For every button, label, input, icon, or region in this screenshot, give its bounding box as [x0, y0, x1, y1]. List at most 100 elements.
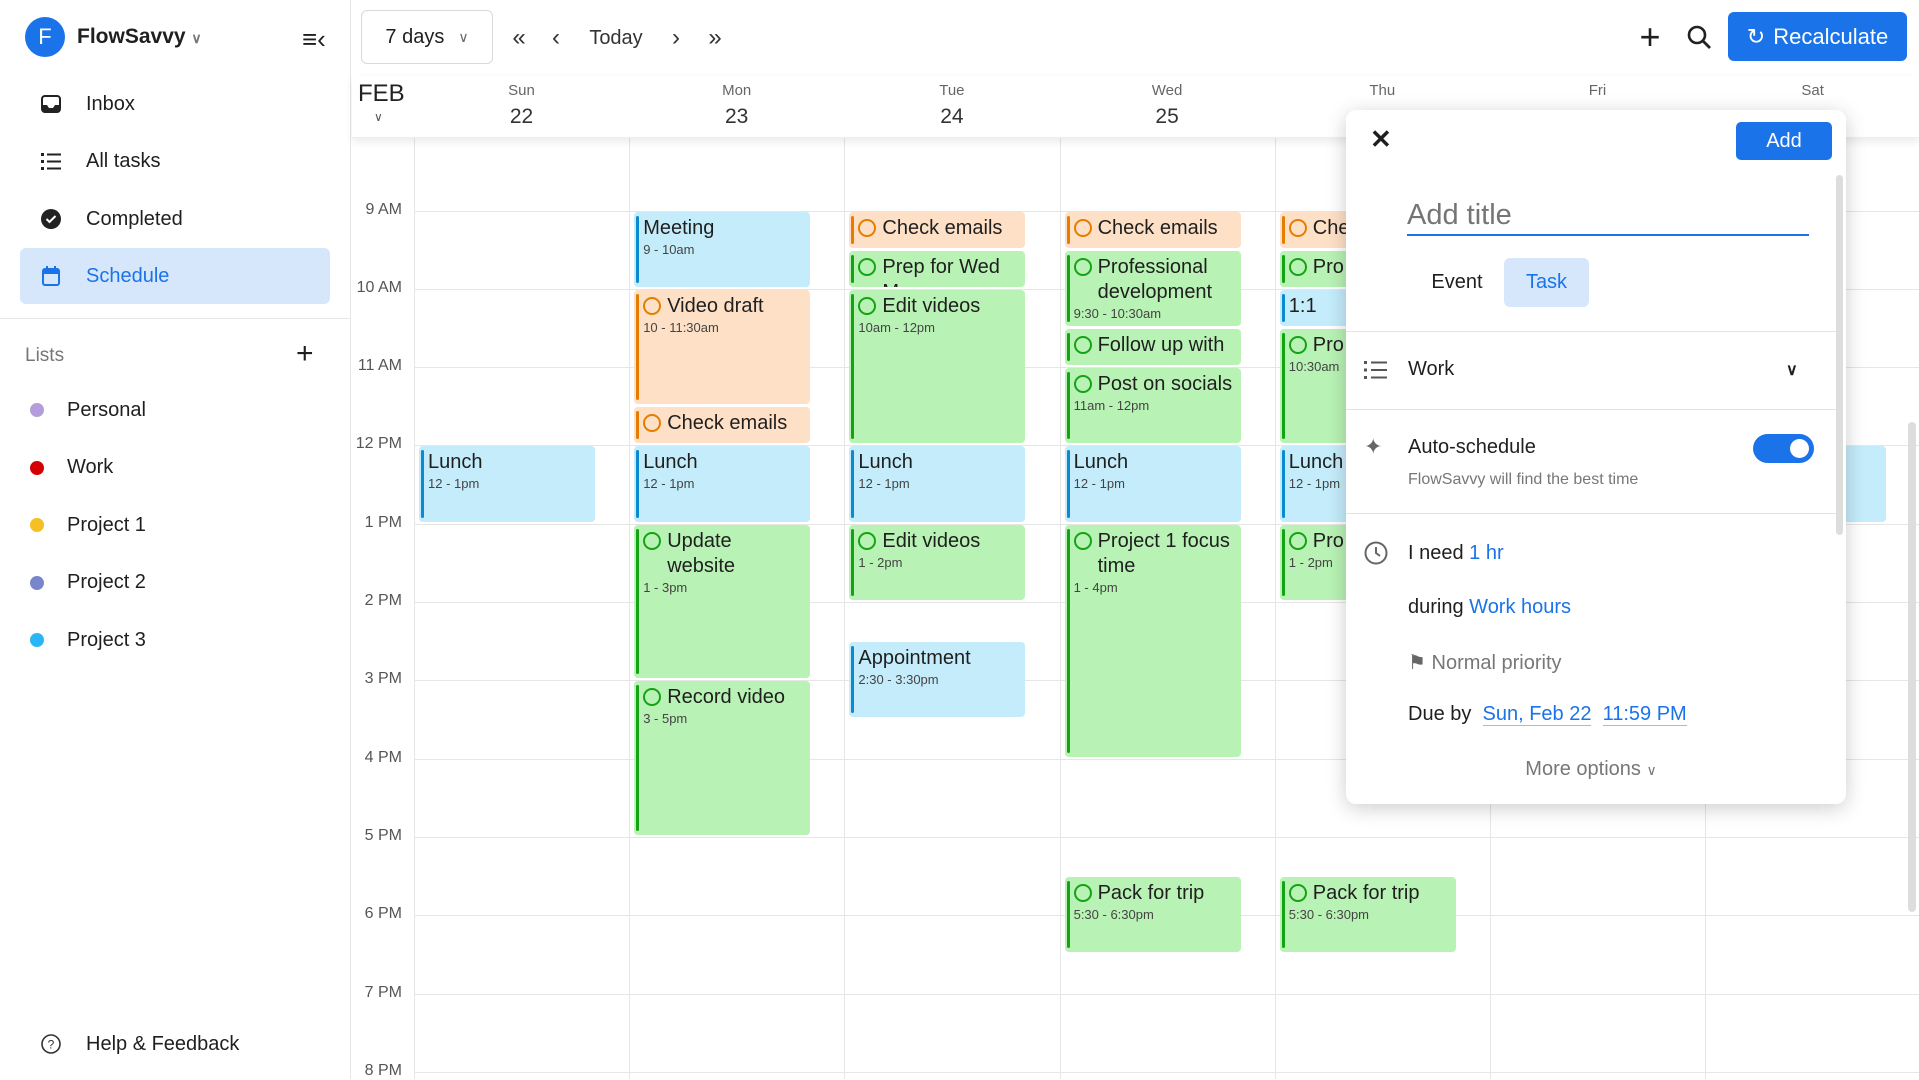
list-select[interactable]: Work ∨ — [1346, 332, 1836, 409]
event-block[interactable]: Lunch 12 - 1pm — [419, 446, 595, 522]
day-number[interactable]: 25 — [1155, 105, 1179, 128]
calendar-scrollbar[interactable] — [1908, 422, 1916, 912]
list-label: Personal — [67, 398, 146, 421]
add-icon[interactable]: + — [1639, 16, 1661, 57]
event-block[interactable]: Lunch 12 - 1pm — [634, 446, 811, 522]
task-checkbox-icon[interactable] — [1073, 335, 1092, 354]
title-input[interactable] — [1407, 196, 1809, 236]
task-checkbox-icon[interactable] — [858, 257, 877, 276]
tab-task[interactable]: Task — [1504, 258, 1589, 307]
task-block[interactable]: Post on socials 11am - 12pm — [1064, 368, 1241, 444]
work-hours-link[interactable]: Work hours — [1469, 596, 1572, 618]
priority-select[interactable]: ⚑ Normal priority — [1408, 650, 1562, 675]
search-icon[interactable] — [1684, 22, 1714, 52]
task-checkbox-icon[interactable] — [858, 218, 877, 237]
tab-event[interactable]: Event — [1431, 271, 1483, 293]
chevron-down-icon: ∨ — [1786, 362, 1798, 379]
list-item[interactable]: Personal — [30, 395, 146, 425]
nav-label: All tasks — [86, 149, 161, 172]
task-checkbox-icon[interactable] — [1073, 884, 1092, 903]
close-icon[interactable]: ✕ — [1370, 124, 1392, 154]
event-title: Pack for trip — [1097, 882, 1205, 905]
due-time-link[interactable]: 11:59 PM — [1602, 703, 1687, 726]
task-block[interactable]: Edit videos 10am - 12pm — [849, 289, 1026, 444]
range-select[interactable]: 7 days ∨ — [361, 10, 493, 64]
day-number[interactable]: 24 — [940, 105, 964, 128]
task-checkbox-icon[interactable] — [643, 414, 662, 433]
due-date-link[interactable]: Sun, Feb 22 — [1482, 703, 1592, 726]
list-color-dot — [30, 575, 44, 590]
task-checkbox-icon[interactable] — [1073, 375, 1092, 394]
color-bar — [851, 528, 855, 596]
task-checkbox-icon[interactable] — [1288, 884, 1307, 903]
task-block[interactable]: Record video 3 - 5pm — [634, 681, 811, 835]
task-checkbox-icon[interactable] — [1288, 218, 1307, 237]
range-value: 7 days — [385, 25, 445, 48]
list-item[interactable]: Work — [30, 453, 113, 483]
sidebar-item-schedule[interactable]: Schedule — [20, 248, 330, 304]
sidebar-item-inbox[interactable]: Inbox — [20, 76, 330, 132]
event-block[interactable]: Appointment 2:30 - 3:30pm — [849, 642, 1026, 718]
add-list-button[interactable]: + — [296, 337, 314, 370]
task-checkbox-icon[interactable] — [858, 531, 877, 550]
task-block[interactable]: Edit videos 1 - 2pm — [849, 524, 1026, 600]
color-bar — [1281, 450, 1285, 518]
color-bar — [851, 646, 855, 714]
task-block[interactable]: Professional development 9:30 - 10:30am — [1064, 250, 1241, 326]
task-block[interactable]: Prep for Wed M — [849, 250, 1026, 287]
task-checkbox-icon[interactable] — [1288, 335, 1307, 354]
event-block[interactable]: Meeting 9 - 10am — [634, 211, 811, 287]
nav-label: Completed — [86, 207, 183, 230]
workspace-switcher[interactable]: FlowSavvy ∨ — [77, 25, 202, 49]
auto-schedule-toggle[interactable] — [1753, 434, 1814, 463]
duration-link[interactable]: 1 hr — [1469, 542, 1504, 564]
day-number[interactable]: 22 — [509, 105, 534, 128]
prev-week-button[interactable]: « — [512, 24, 526, 51]
sidebar-item-all-tasks[interactable]: All tasks — [20, 133, 330, 189]
event-block[interactable]: Lunch 12 - 1pm — [849, 446, 1026, 522]
event-block[interactable]: Lunch 12 - 1pm — [1064, 446, 1241, 522]
task-checkbox-icon[interactable] — [1073, 218, 1092, 237]
list-item[interactable]: Project 1 — [30, 510, 146, 540]
chevron-down-icon[interactable]: ∨ — [374, 110, 383, 124]
task-checkbox-icon[interactable] — [643, 688, 662, 707]
priority-value: Normal priority — [1431, 652, 1562, 674]
task-block[interactable]: Project 1 focus time 1 - 4pm — [1064, 524, 1241, 757]
task-block[interactable]: Video draft 10 - 11:30am — [634, 289, 811, 405]
task-block[interactable]: Follow up with — [1064, 328, 1241, 366]
list-item[interactable]: Project 3 — [30, 625, 146, 655]
task-block[interactable]: Check emails — [849, 211, 1026, 248]
task-block[interactable]: Pack for trip 5:30 - 6:30pm — [1064, 877, 1241, 953]
next-day-button[interactable]: › — [672, 24, 680, 51]
event-time: 12 - 1pm — [858, 476, 910, 492]
event-time: 10:30am — [1288, 358, 1340, 374]
task-checkbox-icon[interactable] — [1288, 531, 1307, 550]
task-block[interactable]: Update website 1 - 3pm — [634, 524, 811, 679]
sidebar-item-completed[interactable]: Completed — [20, 191, 330, 247]
task-block[interactable]: Check emails — [634, 407, 811, 444]
day-number[interactable]: 23 — [725, 105, 749, 128]
task-checkbox-icon[interactable] — [643, 296, 662, 315]
event-time: 12 - 1pm — [428, 476, 480, 492]
task-block[interactable]: Check emails — [1064, 211, 1241, 248]
today-button[interactable]: Today — [589, 26, 643, 49]
task-checkbox-icon[interactable] — [1288, 257, 1307, 276]
task-checkbox-icon[interactable] — [1073, 257, 1092, 276]
popup-scrollbar[interactable] — [1836, 175, 1843, 535]
prev-day-button[interactable]: ‹ — [552, 24, 560, 51]
nav-label: Schedule — [86, 264, 170, 287]
hour-label: 2 PM — [364, 592, 402, 609]
task-checkbox-icon[interactable] — [643, 531, 662, 550]
help-feedback-link[interactable]: ? Help & Feedback — [20, 1016, 330, 1072]
task-checkbox-icon[interactable] — [858, 296, 877, 315]
workspace-avatar[interactable]: F — [25, 17, 65, 57]
more-options-button[interactable]: More options ∨ — [1346, 758, 1836, 781]
list-item[interactable]: Project 2 — [30, 568, 146, 598]
next-week-button[interactable]: » — [708, 24, 722, 51]
task-block[interactable]: Pack for trip 5:30 - 6:30pm — [1279, 877, 1456, 953]
recalculate-button[interactable]: ↻ Recalculate — [1728, 12, 1907, 61]
add-button[interactable]: Add — [1736, 122, 1832, 160]
collapse-sidebar-icon[interactable]: ≡‹ — [302, 24, 326, 54]
list-color-dot — [30, 403, 44, 417]
task-checkbox-icon[interactable] — [1073, 531, 1092, 550]
